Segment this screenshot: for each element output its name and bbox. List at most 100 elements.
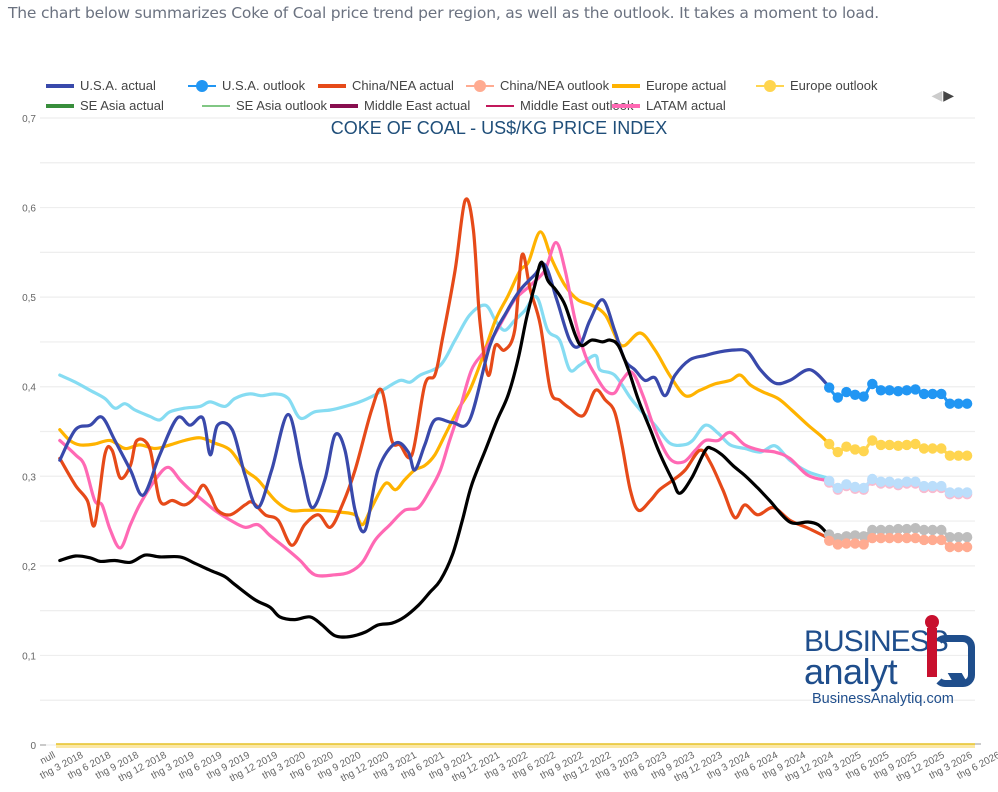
data-point	[927, 534, 938, 546]
series-light-blue-actual	[58, 295, 830, 480]
legend-label: LATAM actual	[646, 98, 726, 113]
data-point	[901, 476, 912, 487]
legend-swatch-icon	[46, 99, 74, 113]
data-point	[953, 487, 964, 498]
data-point	[858, 391, 869, 402]
legend-item[interactable]: China/NEA actual	[318, 78, 454, 93]
data-point	[875, 439, 887, 451]
legend-label: SE Asia actual	[80, 98, 164, 113]
legend-label: Middle East actual	[364, 98, 471, 113]
y-tick-label: 0,1	[22, 651, 36, 662]
data-point	[875, 524, 887, 536]
series-china-nea-actual	[58, 197, 830, 547]
data-point	[901, 439, 912, 451]
data-point	[910, 523, 921, 534]
legend-label: China/NEA actual	[352, 78, 454, 93]
series-light-blue-outlook	[824, 473, 973, 498]
data-point	[884, 532, 895, 544]
series-line-europe-actual	[58, 230, 830, 527]
data-point	[867, 473, 878, 485]
y-tick-label: 0	[30, 741, 36, 752]
data-point	[961, 450, 973, 461]
data-point	[961, 532, 973, 543]
data-point	[841, 531, 852, 542]
legend-item[interactable]: SE Asia actual	[46, 98, 164, 113]
y-tick-label: 0,4	[22, 383, 36, 394]
data-point	[944, 450, 956, 461]
y-tick-label: 0,5	[22, 293, 36, 304]
legend-swatch-icon	[486, 99, 514, 113]
data-point	[918, 388, 930, 400]
legend-label: China/NEA outlook	[500, 78, 610, 93]
intro-text: The chart below summarizes Coke of Coal …	[8, 4, 880, 22]
data-point	[841, 538, 852, 549]
data-point	[918, 480, 930, 492]
data-point	[849, 530, 861, 541]
series-u-s-a-actual	[58, 262, 830, 534]
data-point	[944, 487, 956, 498]
data-point	[875, 532, 887, 544]
series-china-nea-outlook	[824, 532, 973, 553]
logo-url: BusinessAnalytiq.com	[812, 691, 954, 707]
grid-lines	[40, 117, 981, 748]
data-point	[927, 524, 938, 536]
legend-item[interactable]: U.S.A. outlook	[188, 78, 305, 93]
logo-word-analyt: analyt	[804, 651, 898, 692]
data-point	[824, 535, 835, 546]
legend-item[interactable]: Middle East actual	[330, 98, 470, 113]
legend-label: Europe outlook	[790, 78, 878, 93]
legend-swatch-icon	[318, 79, 346, 93]
data-point	[832, 539, 843, 550]
logo-i-stem-icon	[927, 628, 937, 677]
y-tick-label: 0,7	[22, 114, 36, 125]
data-point	[824, 382, 835, 393]
data-point	[858, 482, 869, 494]
chart-title: COKE OF COAL - US$/KG PRICE INDEX	[330, 118, 668, 138]
data-point	[884, 524, 895, 536]
legend-item[interactable]: U.S.A. actual	[46, 78, 156, 93]
legend-item[interactable]: Middle East outlook	[486, 98, 633, 113]
legend-label: U.S.A. actual	[80, 78, 156, 93]
triangle-right-icon[interactable]: ▶	[943, 87, 954, 103]
data-point	[893, 440, 904, 451]
series-black-actual	[58, 260, 828, 639]
legend-swatch-icon	[612, 99, 640, 113]
data-point	[944, 541, 956, 553]
data-point	[867, 435, 878, 446]
legend-label: SE Asia outlook	[236, 98, 328, 113]
series-u-s-a-outlook	[824, 378, 973, 409]
legend-swatch-icon	[756, 79, 784, 93]
legend-item[interactable]: Europe outlook	[756, 78, 877, 93]
series-line-light-blue-actual	[58, 295, 830, 480]
series-layer	[58, 197, 973, 639]
y-tick-label: 0,2	[22, 562, 36, 573]
businessanalytiq-logo: BUSINESS analyt BusinessAnalytiq.com	[800, 615, 980, 715]
series-line-china-nea-actual	[58, 197, 830, 547]
legend-item[interactable]: SE Asia outlook	[202, 98, 327, 113]
data-point	[867, 378, 878, 390]
data-point	[936, 534, 947, 546]
logo-word-business: BUSINESS	[804, 625, 949, 658]
data-point	[910, 438, 921, 450]
data-point	[893, 478, 904, 489]
legend-label: Middle East outlook	[520, 98, 634, 113]
data-point	[893, 386, 904, 397]
triangle-left-icon[interactable]: ◀	[931, 87, 943, 103]
legend-item[interactable]: China/NEA outlook	[466, 78, 609, 93]
data-point	[893, 523, 904, 535]
data-point	[849, 389, 861, 400]
data-point	[927, 480, 938, 492]
data-point	[953, 398, 964, 409]
data-point	[841, 386, 852, 398]
legend-swatch-icon	[188, 79, 216, 93]
data-point	[927, 388, 938, 400]
y-tick-label: 0,6	[22, 204, 36, 215]
data-point	[936, 480, 947, 492]
legend-item[interactable]: LATAM actual	[612, 98, 726, 113]
data-point	[858, 531, 869, 542]
data-point	[910, 476, 921, 487]
legend-item[interactable]: Europe actual	[612, 78, 726, 93]
data-point	[884, 385, 895, 396]
data-point	[849, 444, 861, 455]
data-point	[824, 438, 835, 450]
